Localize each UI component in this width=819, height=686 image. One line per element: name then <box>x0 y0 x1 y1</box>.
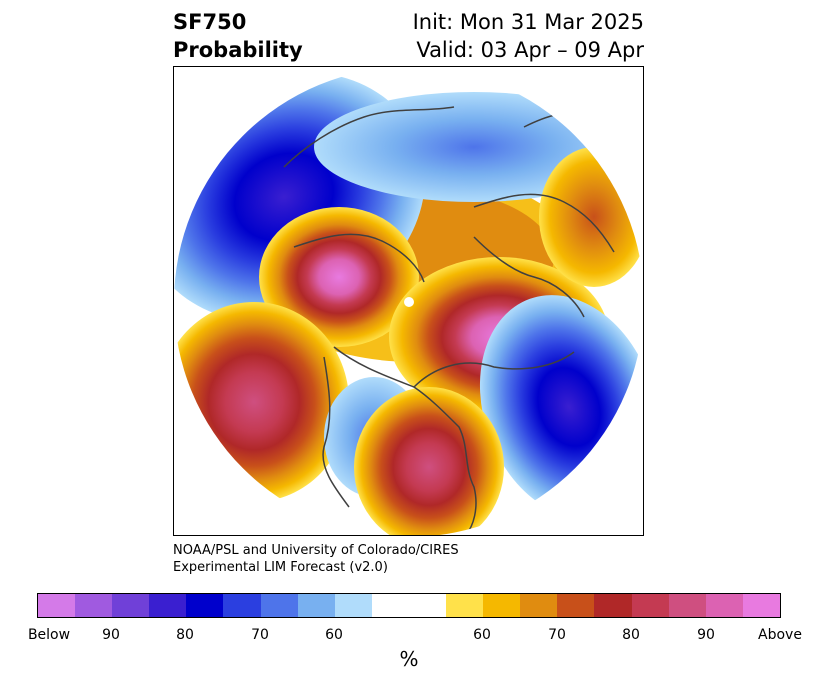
forecast-dates: Init: Mon 31 Mar 2025 Valid: 03 Apr – 09… <box>413 8 644 64</box>
colorbar-segment <box>631 594 669 617</box>
credit-line-2: Experimental LIM Forecast (v2.0) <box>173 560 388 575</box>
colorbar-segment <box>446 594 484 617</box>
variable-label: SF750 <box>173 10 247 34</box>
colorbar-segment <box>483 594 521 617</box>
product-label: Probability <box>173 38 303 62</box>
colorbar-tick-label: Below <box>27 627 71 643</box>
valid-range: Valid: 03 Apr – 09 Apr <box>416 38 644 62</box>
colorbar-segment <box>223 594 261 617</box>
colorbar-tick-label: 90 <box>102 627 120 643</box>
colorbar-segment <box>149 594 187 617</box>
colorbar-segment <box>705 594 743 617</box>
colorbar-tick-label: 60 <box>473 627 491 643</box>
colorbar-segment <box>520 594 558 617</box>
colorbar-tick-label: 90 <box>697 627 715 643</box>
colorbar-tick-label: 70 <box>251 627 269 643</box>
colorbar-segment <box>186 594 224 617</box>
colorbar-segment <box>668 594 706 617</box>
colorbar-tick-label: 80 <box>176 627 194 643</box>
init-date: Init: Mon 31 Mar 2025 <box>412 10 644 34</box>
colorbar <box>37 593 781 618</box>
colorbar-segment <box>371 594 447 617</box>
colorbar-segment <box>260 594 298 617</box>
colorbar-tick-label: 60 <box>325 627 343 643</box>
colorbar-segment <box>38 594 76 617</box>
credit-line-1: NOAA/PSL and University of Colorado/CIRE… <box>173 543 459 558</box>
colorbar-segment <box>297 594 335 617</box>
colorbar-tick-label: 70 <box>548 627 566 643</box>
colorbar-unit: % <box>399 647 419 671</box>
colorbar-tick-label: 80 <box>622 627 640 643</box>
colorbar-segment <box>112 594 150 617</box>
polar-map <box>173 66 644 536</box>
colorbar-segment <box>557 594 595 617</box>
probability-field <box>174 67 643 535</box>
colorbar-segment <box>75 594 113 617</box>
colorbar-segment <box>334 594 372 617</box>
credit-text: NOAA/PSL and University of Colorado/CIRE… <box>173 542 459 576</box>
colorbar-segment <box>594 594 632 617</box>
colorbar-segment <box>742 594 780 617</box>
colorbar-tick-label: Above <box>758 627 802 643</box>
map-title: SF750 Probability <box>173 8 303 64</box>
